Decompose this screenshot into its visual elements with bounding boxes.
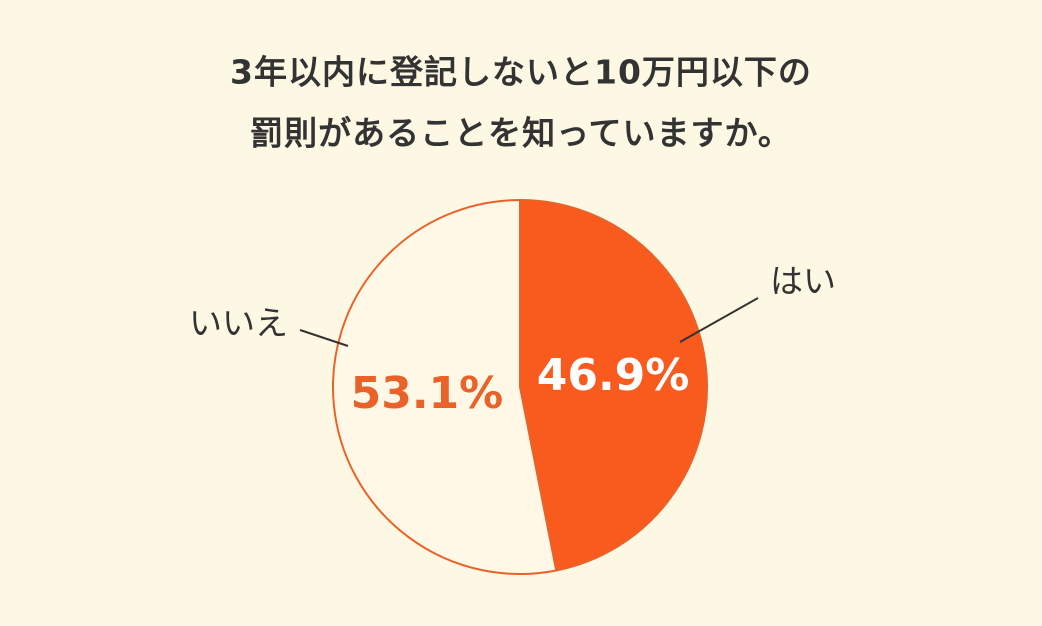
value-label: 46.9% (537, 350, 690, 401)
leader-line (679, 297, 759, 343)
pie-slice (519, 198, 708, 572)
chart-title: 3年以内に登記しないと10万円以下の (230, 53, 812, 92)
category-label: いいえ (189, 304, 288, 343)
category-label: はい (770, 262, 836, 301)
value-label: 53.1% (351, 368, 504, 419)
leader-line (299, 329, 349, 347)
chart-title: 罰則があることを知っていますか。 (250, 114, 792, 153)
pie-slice (332, 198, 558, 575)
